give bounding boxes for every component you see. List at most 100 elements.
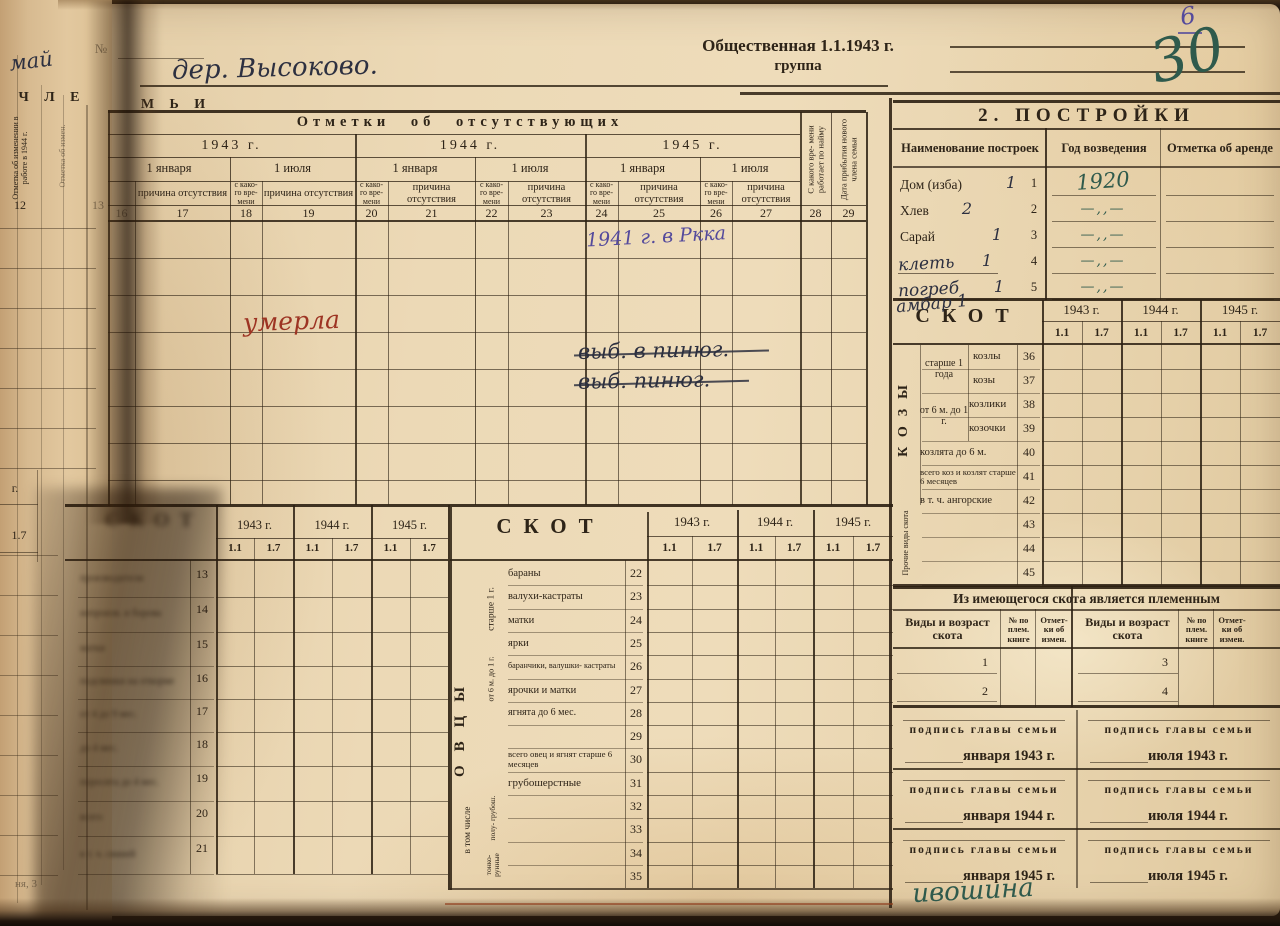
grid-line <box>0 555 58 556</box>
sheep-group-6m-1y: от 6 м. до 1 г. <box>485 656 495 701</box>
pigs-row-number: 16 <box>196 670 208 685</box>
grid-line <box>618 181 619 505</box>
grid-line <box>1042 513 1280 514</box>
sheep-row-number: 33 <box>630 821 642 836</box>
goats-row-number: 44 <box>1023 540 1035 555</box>
grid-line <box>647 842 893 843</box>
grid-line <box>0 552 38 553</box>
grid-line <box>692 536 693 888</box>
sheep-year: 1943 г. <box>673 513 711 529</box>
grid-line <box>922 393 1040 394</box>
grid-line <box>905 882 963 884</box>
grid-line <box>775 536 776 888</box>
grid-line <box>108 205 866 207</box>
grid-line <box>889 98 892 908</box>
grid-line <box>508 865 643 866</box>
grid-line <box>78 597 214 598</box>
absence-subheader: с како- го вре- мени <box>479 179 504 206</box>
goats-year: 1943 г. <box>1063 301 1100 317</box>
sheep-row-label: ярочки и матки <box>508 684 577 696</box>
buildings-col-rent: Отметка об аренде <box>1167 141 1273 156</box>
absence-col-number: 27 <box>760 205 772 220</box>
sheep-row-label: матки <box>508 614 535 626</box>
grid-line <box>1160 128 1162 300</box>
grid-line <box>1042 537 1280 538</box>
grid-line <box>647 632 893 633</box>
goats-halfdate: 1.7 <box>1173 326 1188 339</box>
buildings-title: 2. ПОСТРОЙКИ <box>978 104 1195 126</box>
grid-line <box>508 609 643 610</box>
absence-col-number: 26 <box>710 205 722 220</box>
absence-halfyear-label: 1 января <box>146 160 192 175</box>
grid-line <box>140 85 888 87</box>
grid-line <box>647 818 893 819</box>
grid-line <box>0 715 58 716</box>
sheep-group-including: в том числе <box>462 806 473 854</box>
goats-halfdate: 1.7 <box>1094 326 1109 339</box>
grid-line <box>893 343 1280 346</box>
absence-col28-label: С какого вре- мени работает по найму <box>805 124 825 194</box>
grid-line <box>17 55 19 903</box>
sheep-row-label: валухи-кастраты <box>508 590 583 602</box>
grid-line <box>508 725 643 726</box>
grid-line <box>800 112 802 505</box>
grid-line <box>0 348 96 349</box>
members-title-fragment-right: М Ь И <box>140 97 212 113</box>
group-header-line1: Общественная 1.1.1943 г. <box>702 35 894 55</box>
sheep-row-label: баранчики, валушки- кастраты <box>508 661 616 671</box>
pigs-row-number: 14 <box>196 601 208 616</box>
sheep-row-label: грубошерстные <box>508 776 582 789</box>
goats-row-label: в т. ч. ангорские <box>920 495 993 507</box>
signature-caption: подпись главы семьи <box>909 843 1059 856</box>
pigs-halfdate: 1.1 <box>383 542 398 555</box>
goats-row-label: козы <box>973 374 996 387</box>
grid-line <box>897 673 997 674</box>
grid-line <box>0 388 96 389</box>
grid-line <box>1166 247 1274 248</box>
buildings-col-year: Год возведения <box>1061 141 1147 156</box>
sheep-halfdate: 1.7 <box>786 541 802 554</box>
grid-line <box>1000 609 1002 707</box>
grid-line <box>732 181 733 505</box>
grid-line <box>216 699 448 700</box>
goats-vertical-label: КОЗЫ <box>896 375 912 457</box>
grid-line <box>922 561 1040 562</box>
grid-line <box>898 273 998 275</box>
absence-table-title: Отметки об отсутствующих <box>296 114 624 131</box>
pigs-row-label: всего <box>80 812 103 824</box>
grid-line <box>108 480 866 481</box>
grid-line <box>903 780 1065 782</box>
sheep-subgroup-finewool: тонко- рунные <box>483 853 501 877</box>
pedigree-row-number: 1 <box>982 654 988 669</box>
pigs-halfdate: 1.7 <box>344 542 359 555</box>
grid-line <box>1052 273 1156 274</box>
grid-line <box>1082 321 1083 585</box>
goats-group-6m-1y: от 6 м. до 1 г. <box>919 405 969 427</box>
pigs-year: 1943 г. <box>237 518 272 533</box>
building-count-handwritten: 1 <box>981 251 993 271</box>
sheep-row-number: 26 <box>630 658 642 673</box>
sheep-halfdate: 1.1 <box>825 541 841 554</box>
signature-caption: подпись главы семьи <box>909 723 1059 736</box>
sheep-row-number: 30 <box>630 751 642 766</box>
absence-subheader: причина отсутствия <box>407 182 456 205</box>
grid-line <box>647 536 893 537</box>
group-header-line2: группа <box>774 57 822 74</box>
pigs-row-label: матки <box>80 642 106 654</box>
absence-col-number: 23 <box>540 205 553 220</box>
signature-date: июля 1944 г. <box>1148 808 1228 825</box>
prev-year-fragment: г. <box>11 480 19 495</box>
grid-line <box>893 705 1280 708</box>
grid-line <box>853 536 854 888</box>
page-bottom-fragment: ня, 3 <box>15 878 37 891</box>
grid-line <box>108 406 866 407</box>
grid-line <box>893 128 1280 130</box>
building-name: Дом (изба) <box>900 176 963 192</box>
grid-line <box>78 801 214 802</box>
grid-line <box>1035 609 1037 707</box>
sheep-halfdate: 1.1 <box>662 541 677 554</box>
grid-line <box>1042 465 1280 466</box>
pigs-halfdate: 1.1 <box>305 542 320 555</box>
sheep-row-number: 25 <box>630 635 642 650</box>
pigs-table-title: СКОТ <box>105 509 203 532</box>
